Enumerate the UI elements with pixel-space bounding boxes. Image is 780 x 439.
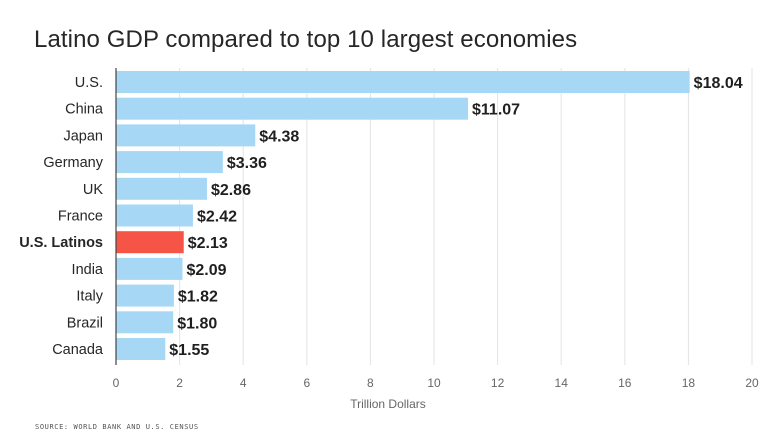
value-label: $3.36	[227, 155, 267, 172]
bar	[116, 177, 207, 200]
bar	[116, 151, 223, 174]
x-tick-label: 16	[618, 376, 632, 390]
category-label: India	[72, 262, 104, 278]
bar	[116, 338, 166, 360]
x-tick-label: 14	[555, 376, 569, 390]
x-tick-label: 0	[113, 376, 120, 390]
value-label: $1.55	[169, 342, 209, 359]
x-tick-label: 6	[303, 376, 310, 390]
category-label: Italy	[76, 289, 103, 305]
x-tick-label: 8	[367, 376, 374, 390]
bar	[116, 97, 469, 120]
category-label: Canada	[52, 342, 104, 358]
value-label: $2.86	[211, 182, 251, 199]
category-label: Japan	[63, 128, 103, 144]
bar	[116, 71, 690, 93]
value-label: $2.09	[186, 262, 226, 279]
x-tick-label: 10	[427, 376, 441, 390]
category-label: U.S. Latinos	[19, 235, 103, 251]
x-axis-title: Trillion Dollars	[350, 397, 426, 411]
source-note: SOURCE: WORLD BANK AND U.S. CENSUS	[35, 423, 199, 431]
value-label: $1.80	[177, 315, 217, 332]
x-tick-label: 18	[682, 376, 696, 390]
category-label: China	[65, 102, 104, 118]
value-label: $2.13	[188, 235, 228, 252]
category-label: Brazil	[67, 315, 103, 331]
value-label: $2.42	[197, 209, 237, 226]
x-tick-label: 20	[745, 376, 759, 390]
value-label: $18.04	[694, 75, 743, 92]
bar	[116, 284, 174, 307]
chart-title: Latino GDP compared to top 10 largest ec…	[34, 26, 578, 53]
category-label: UK	[83, 182, 103, 198]
value-label: $11.07	[472, 102, 520, 119]
bar	[116, 257, 183, 280]
bar	[116, 231, 184, 254]
category-label: Germany	[43, 155, 103, 171]
x-tick-label: 2	[176, 376, 183, 390]
bar	[116, 204, 193, 227]
value-label: $4.38	[259, 128, 299, 145]
category-label: U.S.	[75, 75, 103, 91]
bar	[116, 311, 174, 334]
bar	[116, 124, 256, 147]
x-tick-label: 4	[240, 376, 247, 390]
value-label: $1.82	[178, 289, 218, 306]
x-tick-label: 12	[491, 376, 505, 390]
category-label: France	[58, 209, 103, 225]
